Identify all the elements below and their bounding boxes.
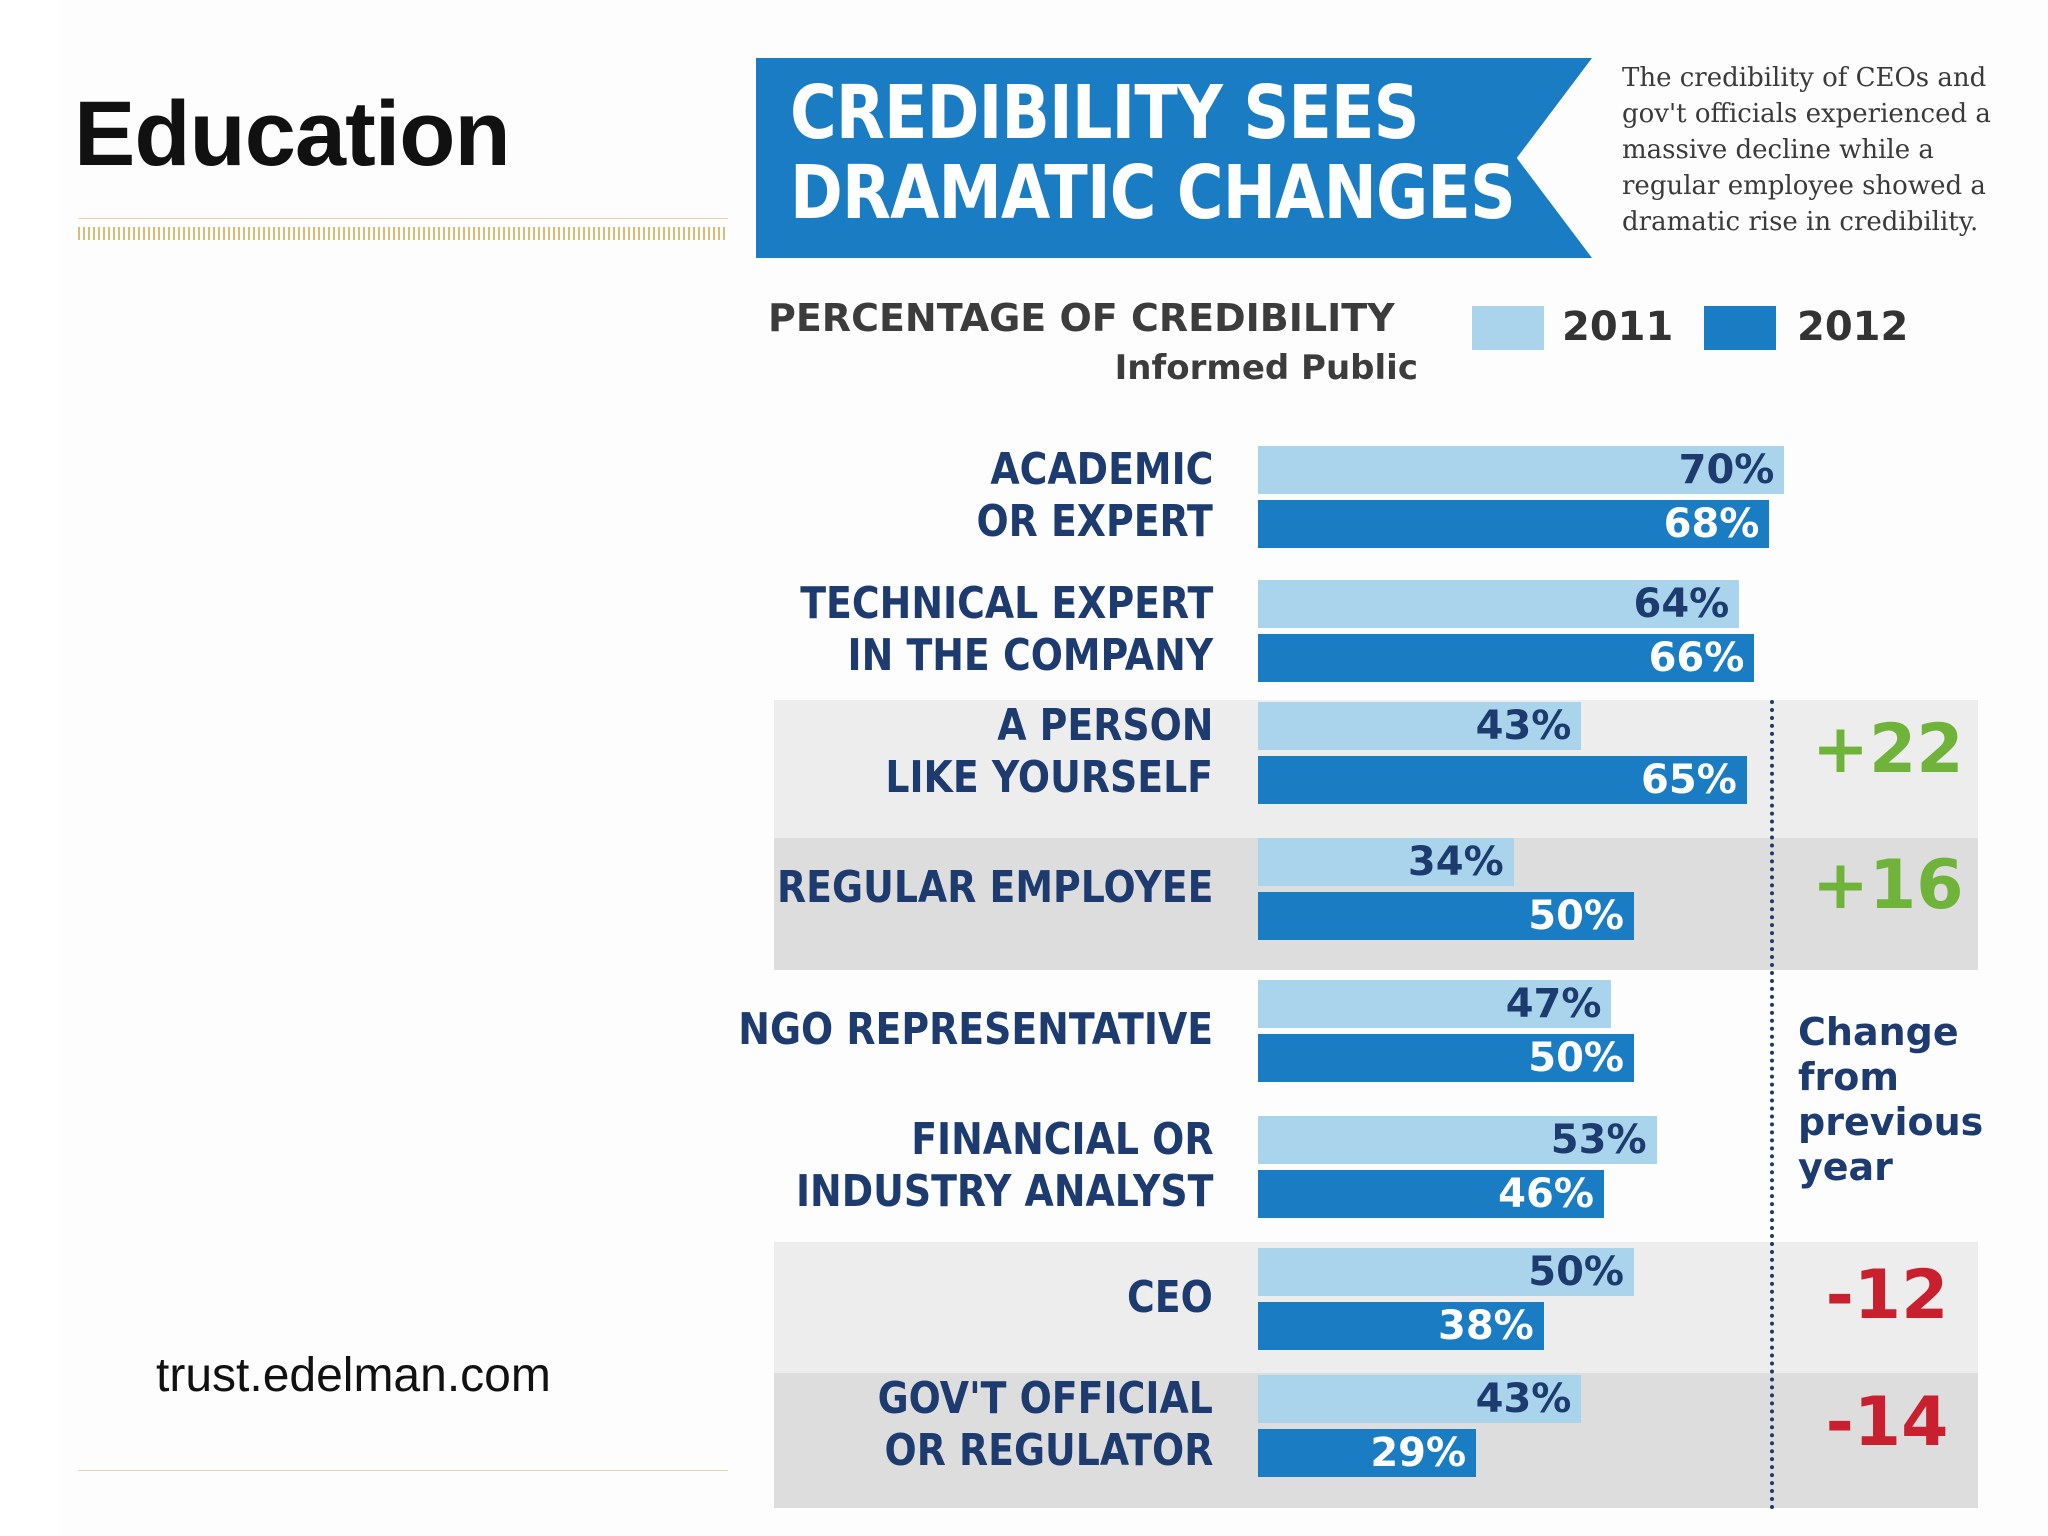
bar-2012 — [1258, 1170, 1604, 1218]
blurb-line: dramatic rise in credibility. — [1622, 207, 1979, 237]
data-label-2011: 47% — [1505, 981, 1602, 1027]
category-label: TECHNICAL EXPERT — [799, 578, 1213, 629]
category-label: NGO REPRESENTATIVE — [738, 1004, 1213, 1055]
data-label-2011: 64% — [1633, 581, 1730, 627]
category-label: REGULAR EMPLOYEE — [776, 862, 1213, 913]
data-label-2011: 70% — [1678, 447, 1775, 493]
banner-title-line-2: DRAMATIC CHANGES — [790, 150, 1516, 236]
category-label: A PERSON — [996, 700, 1213, 751]
data-label-2012: 46% — [1498, 1171, 1594, 1217]
bar-2011 — [1258, 838, 1514, 886]
data-label-2011: 43% — [1475, 1376, 1572, 1422]
title-rule-ticks — [78, 227, 728, 240]
data-label-2011: 43% — [1475, 703, 1572, 749]
bar-2012 — [1258, 892, 1634, 940]
category-label: ACADEMIC — [989, 444, 1213, 495]
source-text: trust.edelman.com — [156, 1349, 551, 1402]
bar-2012 — [1258, 1429, 1477, 1477]
data-label-2012: 65% — [1641, 757, 1737, 803]
change-note-line: year — [1798, 1145, 1893, 1189]
banner — [756, 58, 1592, 258]
change-note-line: from — [1798, 1055, 1899, 1099]
bar-2011 — [1258, 1375, 1582, 1423]
category-label: OR REGULATOR — [884, 1425, 1213, 1476]
category-label: IN THE COMPANY — [847, 630, 1213, 681]
bar-2011 — [1258, 980, 1612, 1028]
blurb-line: The credibility of CEOs and — [1622, 63, 1987, 93]
blurb-text: The credibility of CEOs and gov't offici… — [1622, 60, 2022, 240]
banner-title-line-1: CREDIBILITY SEES — [790, 70, 1419, 156]
data-label-2011: 34% — [1407, 839, 1504, 885]
chart-subtitle: Informed Public — [1114, 348, 1418, 388]
legend-swatch-2011 — [1472, 306, 1544, 350]
bar-2011 — [1258, 446, 1785, 494]
data-label-2012: 50% — [1528, 1035, 1624, 1081]
data-label-2012: 29% — [1370, 1430, 1467, 1476]
change-value: -12 — [1825, 1256, 1949, 1335]
bar-2012 — [1258, 634, 1755, 682]
legend-label-2012: 2012 — [1797, 304, 1909, 350]
category-label: LIKE YOURSELF — [885, 752, 1213, 803]
category-label: OR EXPERT — [976, 496, 1213, 547]
data-label-2011: 53% — [1550, 1117, 1647, 1163]
bar-2011 — [1258, 1248, 1634, 1296]
footer-rule — [78, 1470, 728, 1471]
category-label: CEO — [1127, 1272, 1213, 1323]
bar-2011 — [1258, 702, 1582, 750]
change-note: Change from previous year — [1798, 1010, 1983, 1190]
change-note-line: Change — [1798, 1010, 1959, 1054]
blurb-line: gov't officials experienced a — [1622, 99, 1991, 129]
legend-swatch-2012 — [1704, 306, 1776, 350]
blurb-line: regular employee showed a — [1622, 171, 1986, 201]
title-rule — [78, 218, 728, 219]
change-note-line: previous — [1798, 1100, 1984, 1144]
data-label-2011: 50% — [1528, 1249, 1624, 1295]
data-label-2012: 68% — [1663, 501, 1760, 547]
bar-2012 — [1258, 1034, 1634, 1082]
change-value: -14 — [1825, 1383, 1949, 1462]
data-label-2012: 38% — [1438, 1303, 1534, 1349]
category-label: FINANCIAL OR — [910, 1114, 1213, 1165]
bar-2011 — [1258, 580, 1740, 628]
bar-2012 — [1258, 756, 1747, 804]
change-divider — [1770, 700, 1774, 1510]
data-label-2012: 66% — [1648, 635, 1745, 681]
category-label: GOV'T OFFICIAL — [877, 1373, 1213, 1424]
legend-label-2011: 2011 — [1562, 304, 1674, 350]
change-value: +22 — [1812, 710, 1964, 789]
bar-2012 — [1258, 500, 1770, 548]
chart-title: PERCENTAGE OF CREDIBILITY — [768, 296, 1395, 340]
bar-2012 — [1258, 1302, 1544, 1350]
bar-2011 — [1258, 1116, 1657, 1164]
slide-title: Education — [74, 83, 511, 185]
category-label: INDUSTRY ANALYST — [795, 1166, 1213, 1217]
change-value: +16 — [1812, 846, 1964, 925]
data-label-2012: 50% — [1528, 893, 1624, 939]
blurb-line: massive decline while a — [1622, 135, 1934, 165]
